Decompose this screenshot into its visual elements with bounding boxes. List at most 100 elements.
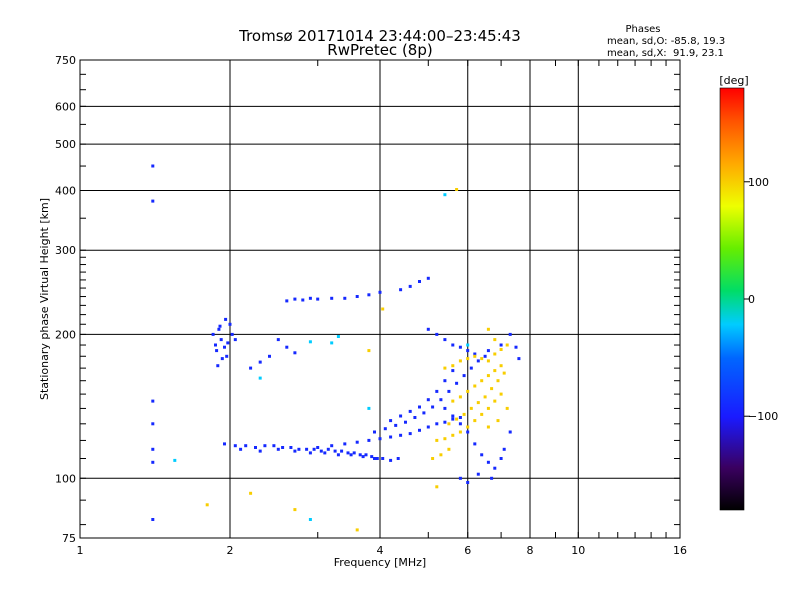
data-point	[281, 446, 285, 449]
data-point	[473, 419, 477, 423]
data-point	[435, 332, 439, 336]
data-point	[508, 332, 512, 336]
y-tick-label: 100	[55, 472, 76, 485]
data-point	[451, 399, 455, 403]
data-point	[447, 422, 451, 426]
data-point	[381, 457, 385, 460]
x-tick-label: 6	[464, 544, 471, 557]
colorbar-label: [deg]	[719, 74, 748, 87]
data-point	[326, 447, 330, 451]
data-point	[408, 284, 412, 288]
data-point	[399, 433, 403, 437]
data-point	[451, 343, 455, 347]
data-point	[336, 335, 340, 338]
data-point	[447, 389, 451, 393]
plot-frame	[79, 59, 681, 539]
data-point	[349, 453, 353, 457]
data-point	[293, 449, 297, 453]
data-point	[254, 446, 257, 449]
data-point	[223, 442, 226, 446]
data-point	[431, 457, 435, 460]
data-point	[458, 416, 462, 419]
data-point	[466, 425, 470, 429]
data-point	[413, 416, 417, 419]
data-point	[443, 437, 447, 441]
data-point	[499, 343, 503, 347]
data-point	[480, 412, 484, 416]
data-point	[493, 352, 497, 356]
data-point	[473, 442, 477, 446]
data-point	[451, 369, 455, 373]
data-point	[426, 398, 430, 402]
gridlines	[80, 60, 680, 538]
colorbar-ticks: 100 0 −100	[744, 176, 778, 423]
data-point	[308, 340, 312, 344]
data-point	[215, 349, 219, 353]
data-point	[443, 366, 447, 370]
data-point	[462, 374, 466, 378]
data-point	[435, 485, 439, 489]
data-point	[330, 444, 334, 448]
phases-heading: Phases	[625, 24, 660, 35]
data-point	[483, 354, 487, 358]
data-point	[466, 357, 470, 361]
data-point	[308, 296, 312, 300]
x-tick-label: 1	[77, 544, 84, 557]
data-point	[316, 446, 320, 449]
data-point	[418, 405, 421, 409]
data-point	[466, 430, 470, 434]
data-point	[458, 395, 462, 399]
data-point	[233, 338, 237, 342]
data-point	[355, 295, 359, 298]
data-point	[473, 352, 477, 356]
data-point	[244, 444, 248, 448]
data-point	[455, 188, 459, 191]
data-point	[217, 327, 221, 331]
data-point	[422, 411, 426, 415]
data-point	[381, 307, 385, 311]
y-axis-label: Stationary phase Virtual Height [km]	[38, 198, 51, 400]
data-point	[502, 371, 506, 375]
data-point	[469, 406, 473, 410]
data-point	[466, 389, 470, 393]
data-point	[364, 453, 368, 457]
data-point	[426, 276, 430, 280]
data-point	[480, 453, 484, 457]
data-point	[285, 345, 289, 349]
data-point	[151, 460, 155, 464]
data-point	[505, 343, 509, 347]
data-point	[486, 425, 490, 429]
data-point	[319, 449, 323, 453]
data-point	[499, 392, 503, 396]
x-tick-label: 4	[377, 544, 384, 557]
data-point	[502, 447, 506, 451]
data-point	[426, 327, 430, 331]
data-point	[293, 297, 297, 301]
data-point	[517, 357, 521, 361]
data-point	[476, 472, 480, 476]
colorbar-tick-label: −100	[748, 410, 778, 423]
data-point	[469, 366, 473, 370]
data-point	[466, 349, 470, 353]
data-point	[268, 354, 271, 358]
data-point	[499, 457, 503, 460]
data-point	[404, 420, 407, 424]
data-point	[367, 406, 371, 410]
data-point	[272, 444, 276, 448]
data-point	[466, 481, 470, 484]
y-tick-label: 300	[55, 244, 76, 257]
data-point	[308, 518, 312, 521]
data-point	[173, 458, 177, 462]
x-tick-label: 10	[571, 544, 585, 557]
data-point	[451, 414, 455, 418]
data-point	[493, 466, 497, 470]
data-point	[443, 193, 447, 197]
data-point	[293, 508, 297, 512]
data-point	[378, 437, 382, 441]
data-point	[431, 405, 435, 409]
data-point	[418, 428, 421, 432]
data-point	[373, 457, 376, 460]
data-point	[305, 447, 309, 451]
data-point	[216, 364, 220, 368]
